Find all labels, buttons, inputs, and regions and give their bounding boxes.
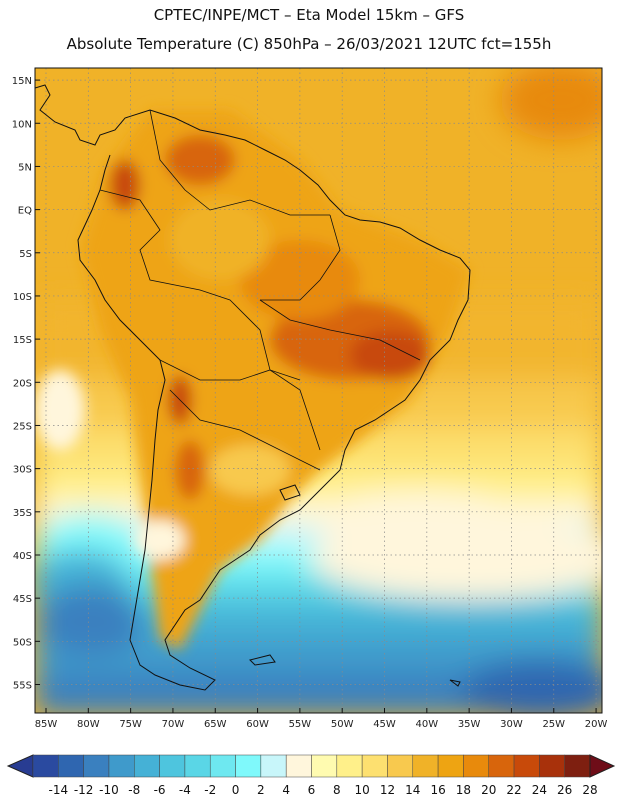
colorbar-swatch	[311, 754, 338, 778]
colorbar-label: -10	[99, 783, 119, 797]
colorbar-label: 16	[430, 783, 445, 797]
lat-label: 55S	[13, 681, 32, 692]
colorbar-label: 28	[582, 783, 597, 797]
colorbar-swatch	[387, 754, 414, 778]
longitude-labels: 85W 80W 75W 70W 65W 60W 55W 50W 45W 40W 35W 30W 25W 2…	[35, 708, 608, 730]
colorbar-swatch	[184, 754, 211, 778]
latitude-labels: 15N 10N 5N EQ 5S 10S 15S 20S 25S 30S 35S 40S 45S 50S 5…	[12, 76, 40, 692]
lat-lon-grid	[35, 68, 602, 713]
lon-label: 70W	[162, 719, 185, 730]
lat-label: EQ	[18, 206, 32, 217]
lon-label: 60W	[246, 719, 269, 730]
lon-label: 50W	[331, 719, 354, 730]
lat-label: 30S	[13, 465, 32, 476]
colorbar-label: 4	[282, 783, 290, 797]
lon-label: 55W	[289, 719, 312, 730]
colorbar-swatch	[159, 754, 186, 778]
colorbar-label: 10	[354, 783, 369, 797]
colorbar-swatch	[539, 754, 565, 778]
lat-label: 35S	[13, 508, 32, 519]
colorbar-label: -6	[154, 783, 166, 797]
colorbar-label: 0	[232, 783, 240, 797]
lat-label: 40S	[13, 551, 32, 562]
country-borders	[99, 109, 421, 471]
lon-label: 20W	[585, 719, 608, 730]
colorbar-swatch	[513, 754, 540, 778]
title-line-1: CPTEC/INPE/MCT – Eta Model 15km – GFS	[153, 6, 465, 24]
lon-label: 35W	[458, 719, 481, 730]
colorbar-label: 22	[506, 783, 521, 797]
colorbar-swatch	[285, 754, 312, 778]
colorbar-label: 20	[481, 783, 496, 797]
colorbar-label: 2	[257, 783, 265, 797]
colorbar-swatch	[437, 754, 464, 778]
lat-label: 10S	[13, 292, 32, 303]
lat-label: 45S	[13, 594, 32, 605]
colorbar-label: 12	[380, 783, 395, 797]
lon-label: 75W	[119, 719, 142, 730]
colorbar-label: 24	[532, 783, 547, 797]
colorbar-label: -12	[74, 783, 94, 797]
plot-frame	[34, 67, 603, 714]
colorbar-high-arrow	[589, 754, 616, 778]
colorbar-swatch	[235, 754, 262, 778]
colorbar-label: 14	[405, 783, 420, 797]
lat-label: 15S	[13, 335, 32, 346]
colorbar-swatch	[32, 754, 59, 778]
colorbar-swatch	[83, 754, 110, 778]
colorbar-swatch	[134, 754, 160, 778]
colorbar-label: 18	[456, 783, 471, 797]
colorbar-swatch	[108, 754, 135, 778]
lat-label: 20S	[13, 378, 32, 389]
lon-label: 85W	[35, 719, 58, 730]
colorbar-swatch	[488, 754, 515, 778]
colorbar-swatch	[463, 754, 489, 778]
lon-label: 45W	[373, 719, 396, 730]
colorbar-swatch	[336, 754, 363, 778]
lat-label: 5S	[19, 249, 32, 260]
colorbar-label: 6	[308, 783, 316, 797]
colorbar: -14 -12 -10 -8 -6 -4 -2 0 2 4 6 8 10 12 14 16 18 20 22 24 26…	[6, 754, 616, 797]
colorbar-label: -14	[49, 783, 69, 797]
colorbar-swatch	[564, 754, 591, 778]
lat-label: 50S	[13, 637, 32, 648]
temperature-field	[35, 68, 602, 713]
lat-label: 5N	[18, 162, 32, 173]
title-line-2: Absolute Temperature (C) 850hPa – 26/03/…	[66, 35, 552, 53]
colorbar-label: 8	[333, 783, 341, 797]
colorbar-label: -4	[179, 783, 191, 797]
colorbar-swatch	[209, 754, 236, 778]
lon-label: 25W	[542, 719, 565, 730]
lat-label: 25S	[13, 421, 32, 432]
colorbar-label: 26	[557, 783, 572, 797]
colorbar-low-arrow	[6, 754, 34, 778]
lon-label: 30W	[500, 719, 523, 730]
lat-label: 15N	[12, 76, 32, 87]
lon-label: 65W	[204, 719, 227, 730]
colorbar-swatch	[58, 754, 84, 778]
colorbar-swatch	[260, 754, 287, 778]
lon-label: 40W	[416, 719, 439, 730]
colorbar-swatch	[361, 754, 388, 778]
coastlines	[35, 84, 471, 691]
colorbar-label: -8	[128, 783, 140, 797]
colorbar-label: -2	[204, 783, 216, 797]
lon-label: 80W	[77, 719, 100, 730]
colorbar-swatch	[412, 754, 439, 778]
lat-label: 10N	[12, 119, 32, 130]
